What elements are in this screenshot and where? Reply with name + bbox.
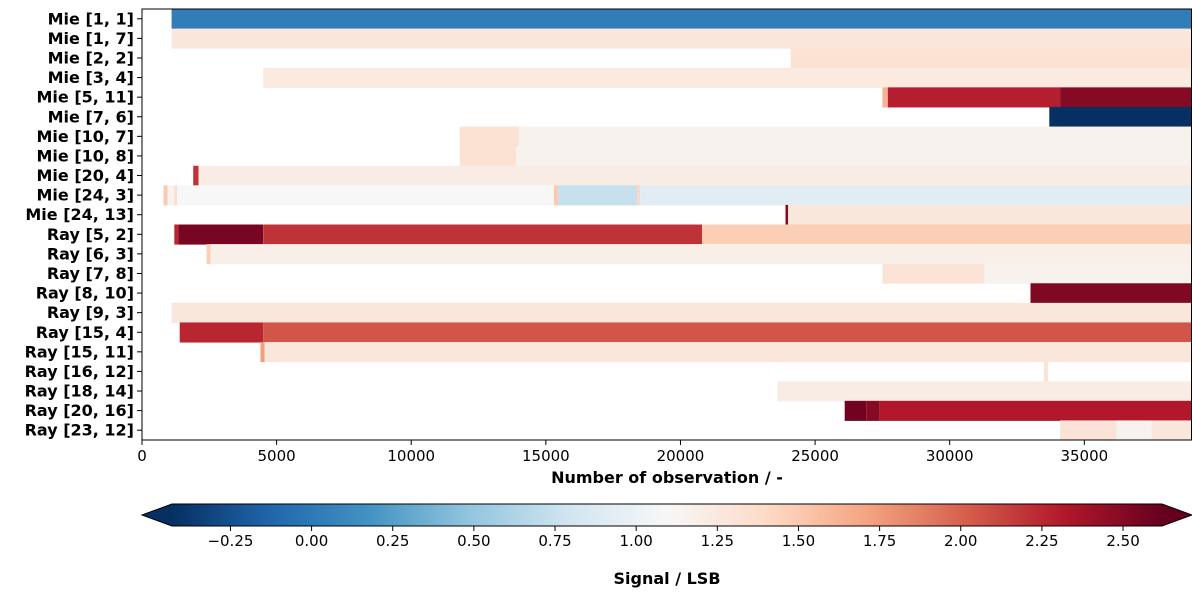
heatmap-cell — [193, 165, 199, 186]
heatmap-cell — [790, 48, 1192, 69]
heatmap-cell — [167, 185, 175, 206]
heatmap-rows — [163, 9, 1192, 441]
heatmap-cell — [518, 126, 1192, 147]
x-tick-label: 15000 — [522, 447, 570, 465]
heatmap-cell — [264, 342, 1192, 363]
y-tick-label: Mie [3, 4] — [48, 68, 134, 87]
heatmap-cell — [788, 204, 1192, 225]
x-tick-label: 30000 — [926, 447, 974, 465]
heatmap-cell — [637, 185, 641, 206]
y-tick-label: Mie [20, 4] — [37, 166, 135, 185]
heatmap-cell — [1060, 87, 1192, 108]
heatmap-cell — [558, 185, 638, 206]
colorbar-outline — [140, 503, 1192, 527]
x-tick-label: 10000 — [387, 447, 435, 465]
y-tick-label: Mie [2, 2] — [48, 49, 134, 68]
x-tick-label: 0 — [137, 447, 147, 465]
heatmap-cell — [777, 381, 1192, 402]
y-tick-label: Ray [20, 16] — [25, 401, 134, 420]
heatmap-cell — [1116, 420, 1152, 441]
heatmap-cell — [882, 87, 888, 108]
y-tick-label: Ray [5, 2] — [47, 225, 134, 244]
y-tick-label: Ray [8, 10] — [36, 284, 134, 303]
heatmap-cell — [263, 224, 702, 245]
heatmap-cell — [459, 146, 517, 167]
heatmap-cell — [263, 67, 1192, 88]
y-tick-label: Ray [16, 12] — [25, 362, 134, 381]
heatmap-cell — [263, 322, 1192, 343]
y-tick-label: Ray [18, 14] — [25, 382, 134, 401]
heatmap-cell — [210, 244, 1192, 265]
colorbar-tick-label: 1.50 — [782, 532, 815, 550]
colorbar-tick-label: 0.25 — [376, 532, 409, 550]
y-tick-label: Mie [24, 3] — [37, 186, 135, 205]
colorbar-tick-label: 2.00 — [944, 532, 977, 550]
heatmap-cell — [516, 146, 1192, 167]
x-tick-label: 5000 — [258, 447, 296, 465]
y-tick-label: Ray [15, 11] — [25, 342, 134, 361]
heatmap-cell — [879, 400, 1192, 421]
colorbar-tick-label: 2.50 — [1106, 532, 1139, 550]
heatmap-cell — [178, 224, 264, 245]
colorbar-tick-label: 1.75 — [863, 532, 896, 550]
y-tick-label: Mie [24, 13] — [25, 205, 134, 224]
x-tick-label: 35000 — [1060, 447, 1108, 465]
heatmap-cell — [553, 185, 558, 206]
y-tick-label: Mie [10, 8] — [37, 146, 135, 165]
heatmap-cell — [179, 322, 264, 343]
colorbar-tick-label: 2.25 — [1025, 532, 1058, 550]
y-tick-label: Ray [23, 12] — [25, 421, 134, 440]
heatmap-cell — [171, 9, 1192, 30]
heatmap-cell — [785, 204, 789, 225]
y-tick-label: Mie [10, 7] — [37, 127, 135, 146]
heatmap-cell — [1060, 420, 1117, 441]
y-tick-label: Ray [15, 4] — [36, 323, 134, 342]
heatmap-cell — [174, 185, 177, 206]
colorbar-max-extension — [1162, 504, 1192, 526]
y-tick-label: Ray [9, 3] — [47, 303, 134, 322]
heatmap-cell — [882, 263, 985, 284]
heatmap-cell — [984, 263, 1192, 284]
colorbar-tick-label: 1.00 — [619, 532, 652, 550]
heatmap-cell — [171, 28, 1192, 49]
y-tick-label: Mie [1, 7] — [48, 29, 134, 48]
heatmap-cell — [887, 87, 1061, 108]
heatmap-cell — [640, 185, 1192, 206]
heatmap-cell — [206, 244, 211, 265]
heatmap-cell — [260, 342, 265, 363]
colorbar-tick-label: 1.25 — [701, 532, 734, 550]
heatmap-cell — [702, 224, 1192, 245]
colorbar-tick-label: 0.50 — [457, 532, 490, 550]
x-axis: 0 5000 10000 15000 20000 25000 30000 35000 — [137, 440, 1108, 465]
y-tick-label: Mie [5, 11] — [37, 88, 135, 107]
heatmap-cell — [1030, 283, 1192, 304]
colorbar-tick-label: 0.00 — [295, 532, 328, 550]
heatmap-cell — [1151, 420, 1192, 441]
heatmap-cell — [459, 126, 519, 147]
heatmap-cell — [866, 400, 880, 421]
x-axis-title: Number of observation / - — [551, 468, 783, 487]
colorbar-gradient — [172, 504, 1162, 526]
colorbar-tick-label: −0.25 — [207, 532, 253, 550]
heatmap-cell — [163, 185, 168, 206]
y-tick-label: Ray [6, 3] — [47, 244, 134, 263]
x-tick-label: 25000 — [791, 447, 839, 465]
colorbar-tick-label: 0.75 — [538, 532, 571, 550]
y-tick-label: Mie [1, 1] — [48, 9, 134, 28]
heatmap-cell — [844, 400, 867, 421]
heatmap-cell — [171, 302, 1192, 323]
heatmap-cell — [1043, 361, 1048, 382]
colorbar-min-extension — [142, 504, 172, 526]
heatmap-cell — [1049, 106, 1192, 128]
heatmap-cell — [177, 185, 554, 206]
y-tick-label: Mie [7, 6] — [48, 107, 134, 126]
heatmap-cell — [198, 165, 1192, 186]
heatmap-cell — [174, 224, 179, 245]
y-axis-labels: Mie [1, 1]Mie [1, 7]Mie [2, 2]Mie [3, 4]… — [25, 9, 142, 440]
y-tick-label: Ray [7, 8] — [47, 264, 134, 283]
colorbar-title: Signal / LSB — [613, 569, 720, 588]
colorbar: −0.25 0.00 0.25 0.50 0.75 1.00 1.25 1.50 1.75 2.0… — [140, 503, 1192, 550]
x-tick-label: 20000 — [657, 447, 705, 465]
